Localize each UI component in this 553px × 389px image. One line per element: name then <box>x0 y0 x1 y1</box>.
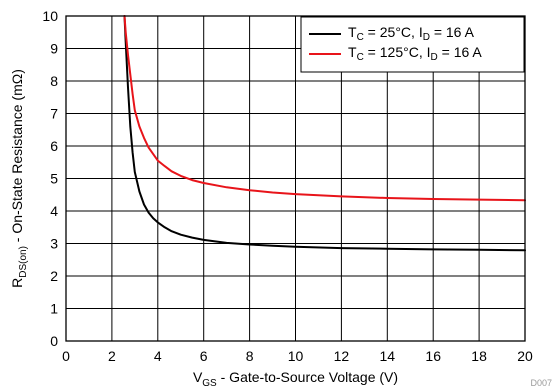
legend-25c-part-c: C <box>357 32 364 43</box>
legend-125c-part-c: C <box>357 52 364 63</box>
legend-125c-part-current: = 16 A <box>438 44 483 60</box>
y-tick-label: 3 <box>50 236 58 252</box>
x-tick-label: 2 <box>108 348 116 364</box>
x-tick-labels: 0 2 4 6 8 10 12 14 16 18 20 <box>62 348 533 364</box>
legend-25c-part-t: T <box>348 24 357 40</box>
x-tick-label: 6 <box>200 348 208 364</box>
legend: TC = 25°C, ID = 16 A TC = 125°C, ID = 16… <box>300 16 525 73</box>
x-axis-label: VGS - Gate-to-Source Voltage (V) <box>193 369 398 389</box>
x-tick-label: 10 <box>288 348 304 364</box>
y-tick-label: 2 <box>50 268 58 284</box>
legend-125c-part-temp: = 125°C, I <box>364 44 431 60</box>
y-tick-label: 10 <box>42 8 58 24</box>
x-tick-label: 8 <box>246 348 254 364</box>
plot-id: D007 <box>530 378 552 388</box>
y-axis-label-rest: - On-State Resistance (mΩ) <box>9 69 25 246</box>
y-tick-label: 6 <box>50 138 58 154</box>
legend-25c-part-temp: = 25°C, I <box>364 24 423 40</box>
x-axis-label-sub: GS <box>202 378 217 389</box>
legend-125c-part-t: T <box>348 44 357 60</box>
series-line-25c <box>123 15 526 252</box>
y-tick-label: 4 <box>50 203 58 219</box>
x-tick-label: 16 <box>425 348 441 364</box>
legend-25c-part-current: = 16 A <box>430 24 475 40</box>
x-tick-label: 0 <box>62 348 70 364</box>
y-tick-label: 7 <box>50 106 58 122</box>
y-tick-label: 8 <box>50 73 58 89</box>
legend-entry-25c: TC = 25°C, ID = 16 A <box>348 24 475 43</box>
x-tick-label: 20 <box>517 348 533 364</box>
y-axis-label-sub: DS(on) <box>18 246 29 278</box>
x-axis-label-rest: - Gate-to-Source Voltage (V) <box>217 369 398 385</box>
x-tick-label: 14 <box>380 348 396 364</box>
series-group <box>123 15 526 252</box>
legend-25c-part-d: D <box>423 32 430 43</box>
y-axis-label-main: R <box>9 278 25 288</box>
legend-entry-125c: TC = 125°C, ID = 16 A <box>348 44 482 63</box>
legend-box <box>300 16 525 73</box>
x-tick-label: 18 <box>471 348 487 364</box>
y-tick-label: 9 <box>50 41 58 57</box>
y-tick-label: 5 <box>50 171 58 187</box>
plot-frame <box>65 15 526 342</box>
legend-125c-part-d: D <box>431 52 438 63</box>
x-tick-label: 12 <box>334 348 350 364</box>
x-tick-label: 4 <box>154 348 162 364</box>
y-axis-label: RDS(on) - On-State Resistance (mΩ) <box>9 69 29 288</box>
x-axis-label-main: V <box>193 369 203 385</box>
y-tick-label: 0 <box>50 333 58 349</box>
series-line-125c <box>123 15 526 202</box>
y-tick-labels: 0 1 2 3 4 5 6 7 8 9 10 <box>42 8 58 349</box>
y-tick-label: 1 <box>50 301 58 317</box>
